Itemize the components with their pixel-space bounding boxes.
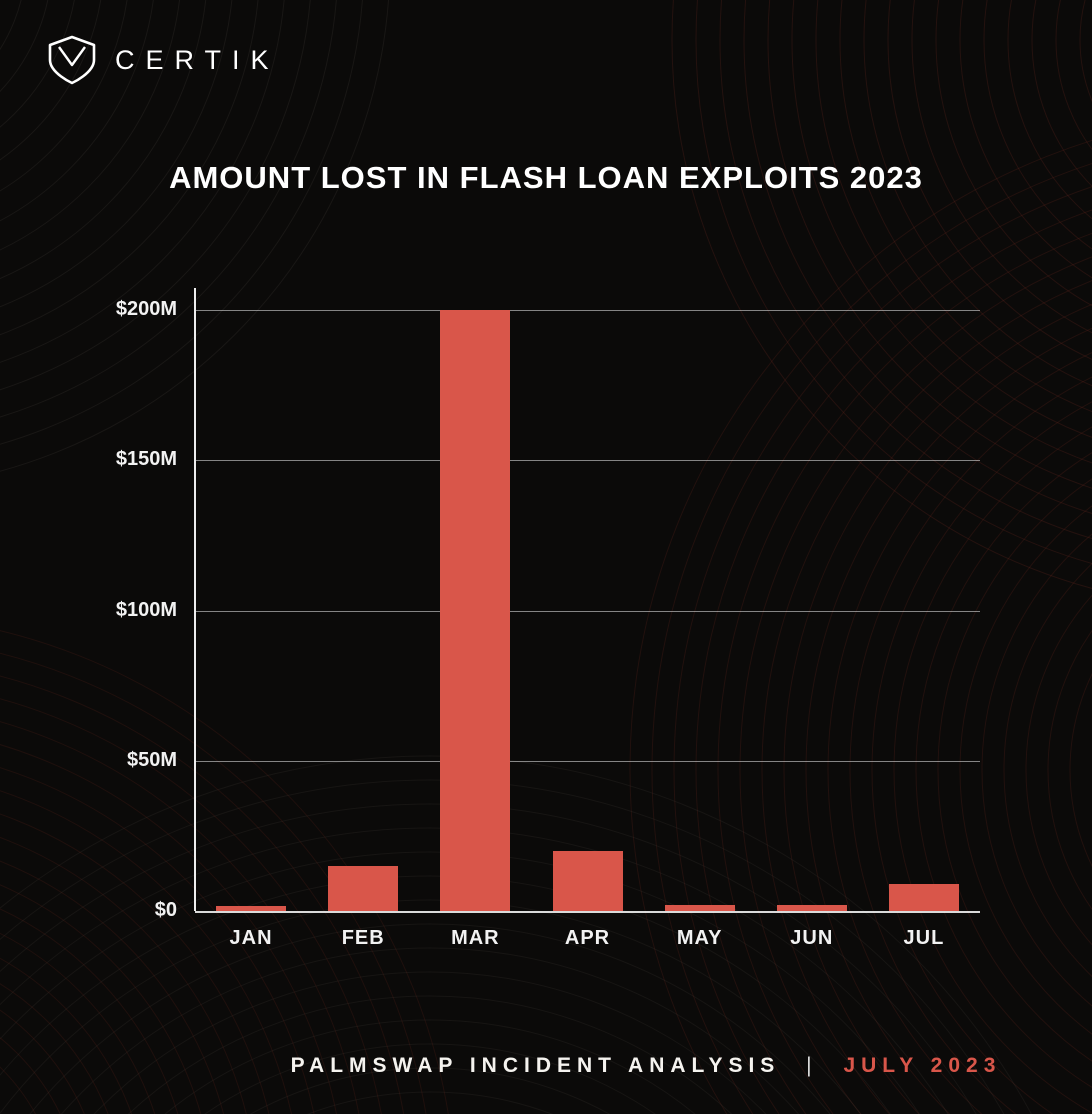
- bar-apr: [552, 850, 623, 911]
- x-tick-label-mar: MAR: [451, 927, 500, 949]
- footer: PALMSWAP INCIDENT ANALYSIS | JULY 2023: [0, 1054, 1092, 1078]
- x-tick-label-jun: JUN: [790, 927, 834, 949]
- gridline-150: [195, 460, 980, 462]
- bar-jun: [776, 904, 847, 911]
- gridline-200: [195, 310, 980, 311]
- y-tick-label-100: $100M: [115, 598, 177, 621]
- gridline-0: [195, 911, 980, 913]
- y-tick-label-50: $50M: [126, 748, 177, 771]
- y-axis-line: [194, 288, 196, 911]
- certik-shield-icon: [48, 35, 96, 85]
- bar-may: [664, 904, 735, 911]
- x-tick-label-feb: FEB: [341, 927, 385, 949]
- footer-separator: |: [806, 1054, 818, 1077]
- bar-jul: [888, 883, 959, 911]
- footer-analysis-label: PALMSWAP INCIDENT ANALYSIS: [290, 1054, 781, 1077]
- bar-jan: [216, 906, 287, 911]
- y-tick-label-150: $150M: [115, 448, 177, 471]
- footer-date-label: JULY 2023: [843, 1054, 1002, 1077]
- gridline-100: [195, 610, 980, 612]
- gridline-50: [195, 760, 980, 762]
- x-tick-label-jan: JAN: [229, 927, 273, 949]
- x-tick-label-jul: JUL: [903, 927, 945, 949]
- bar-mar: [440, 310, 511, 911]
- y-tick-label-200: $200M: [115, 298, 177, 320]
- chart-title: AMOUNT LOST IN FLASH LOAN EXPLOITS 2023: [169, 160, 923, 195]
- bar-feb: [328, 865, 399, 911]
- brand-name: CERTIK: [115, 44, 280, 75]
- x-tick-label-apr: APR: [564, 927, 611, 949]
- y-tick-label-0: $0: [154, 899, 177, 921]
- x-tick-label-may: MAY: [676, 927, 723, 949]
- certik-logo: CERTIK: [46, 34, 280, 86]
